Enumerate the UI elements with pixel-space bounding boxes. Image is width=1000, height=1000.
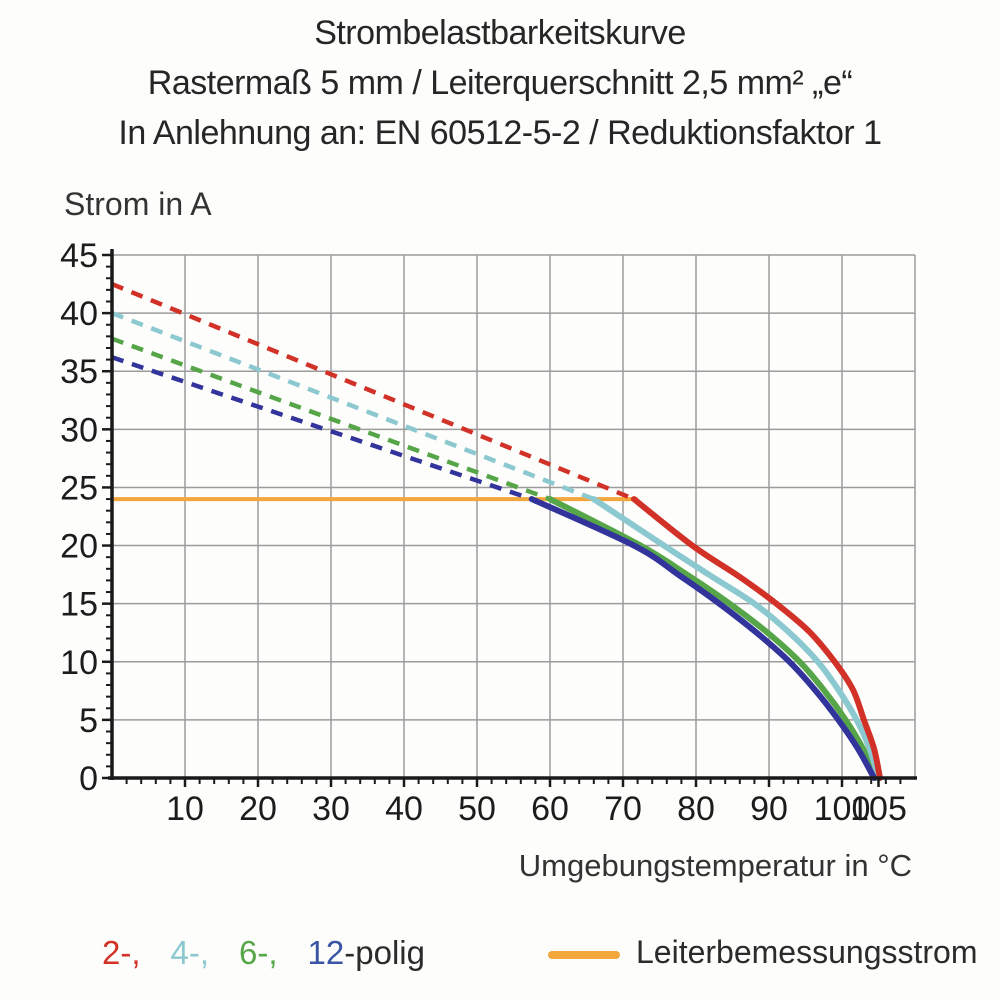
series-6-polig-solid [547,496,880,781]
x-tick-label: 105 [850,790,907,828]
rated-current-line-swatch [548,950,620,959]
x-tick-label: 80 [677,790,715,828]
y-tick-label: 0 [79,760,98,798]
y-tick-label: 5 [79,702,98,740]
y-tick-label: 15 [60,586,98,624]
y-tick-label: 20 [60,528,98,566]
legend-item-4: 4-, [170,934,210,971]
legend-pole-counts: 2-, 4-, 6-, 12 -polig [102,934,425,972]
series-2-polig-dashed [111,281,635,502]
x-tick-label: 60 [531,790,569,828]
x-tick-label: 70 [604,790,642,828]
grid [112,254,916,778]
y-tick-label: 30 [60,411,98,449]
legend-item-12: 12 [307,934,345,971]
y-tick-label: 10 [60,644,98,682]
chart-title-block: Strombelastbarkeitskurve Rastermaß 5 mm … [0,8,1000,158]
tick-labels: 0 5 10 15 20 25 30 35 40 45 10 20 30 40 50 60 70 80 90 1001… [60,237,907,828]
y-tick-label: 35 [60,353,98,391]
legend-item-polig: -polig [344,934,425,971]
legend-item-2: 2-, [102,934,141,971]
x-tick-label: 40 [385,790,423,828]
y-tick-label: 45 [60,237,98,275]
x-tick-label: 10 [166,790,204,828]
chart-subtitle: Rastermaß 5 mm / Leiterquerschnitt 2,5 m… [147,64,853,102]
x-axis-title: Umgebungstemperatur in °C [518,848,912,883]
y-axis-title: Strom in A [64,186,212,222]
legend-rated-current: Leiterbemessungsstrom [548,934,977,971]
legend-item-6: 6-, [239,934,278,971]
rated-current-label: Leiterbemessungsstrom [636,934,978,970]
x-tick-label: 20 [239,790,277,828]
y-tick-label: 40 [60,295,98,333]
x-tick-label: 100 [814,790,871,828]
axes [102,249,917,787]
series-2-polig-solid [630,496,883,781]
x-tick-label: 30 [312,790,350,828]
chart-standard-note: In Anlehnung an: EN 60512-5-2 / Reduktio… [118,114,882,152]
x-tick-label: 90 [750,790,788,828]
series-6-polig-dashed [111,336,551,502]
x-tick-label: 50 [458,790,496,828]
series-12-polig-dashed [111,355,533,502]
y-tick-label: 25 [60,469,98,507]
series-12-polig-solid [528,496,878,781]
series-4-polig-solid [590,496,882,781]
chart-title: Strombelastbarkeitskurve [314,14,686,52]
series-4-polig-dashed [111,311,595,502]
